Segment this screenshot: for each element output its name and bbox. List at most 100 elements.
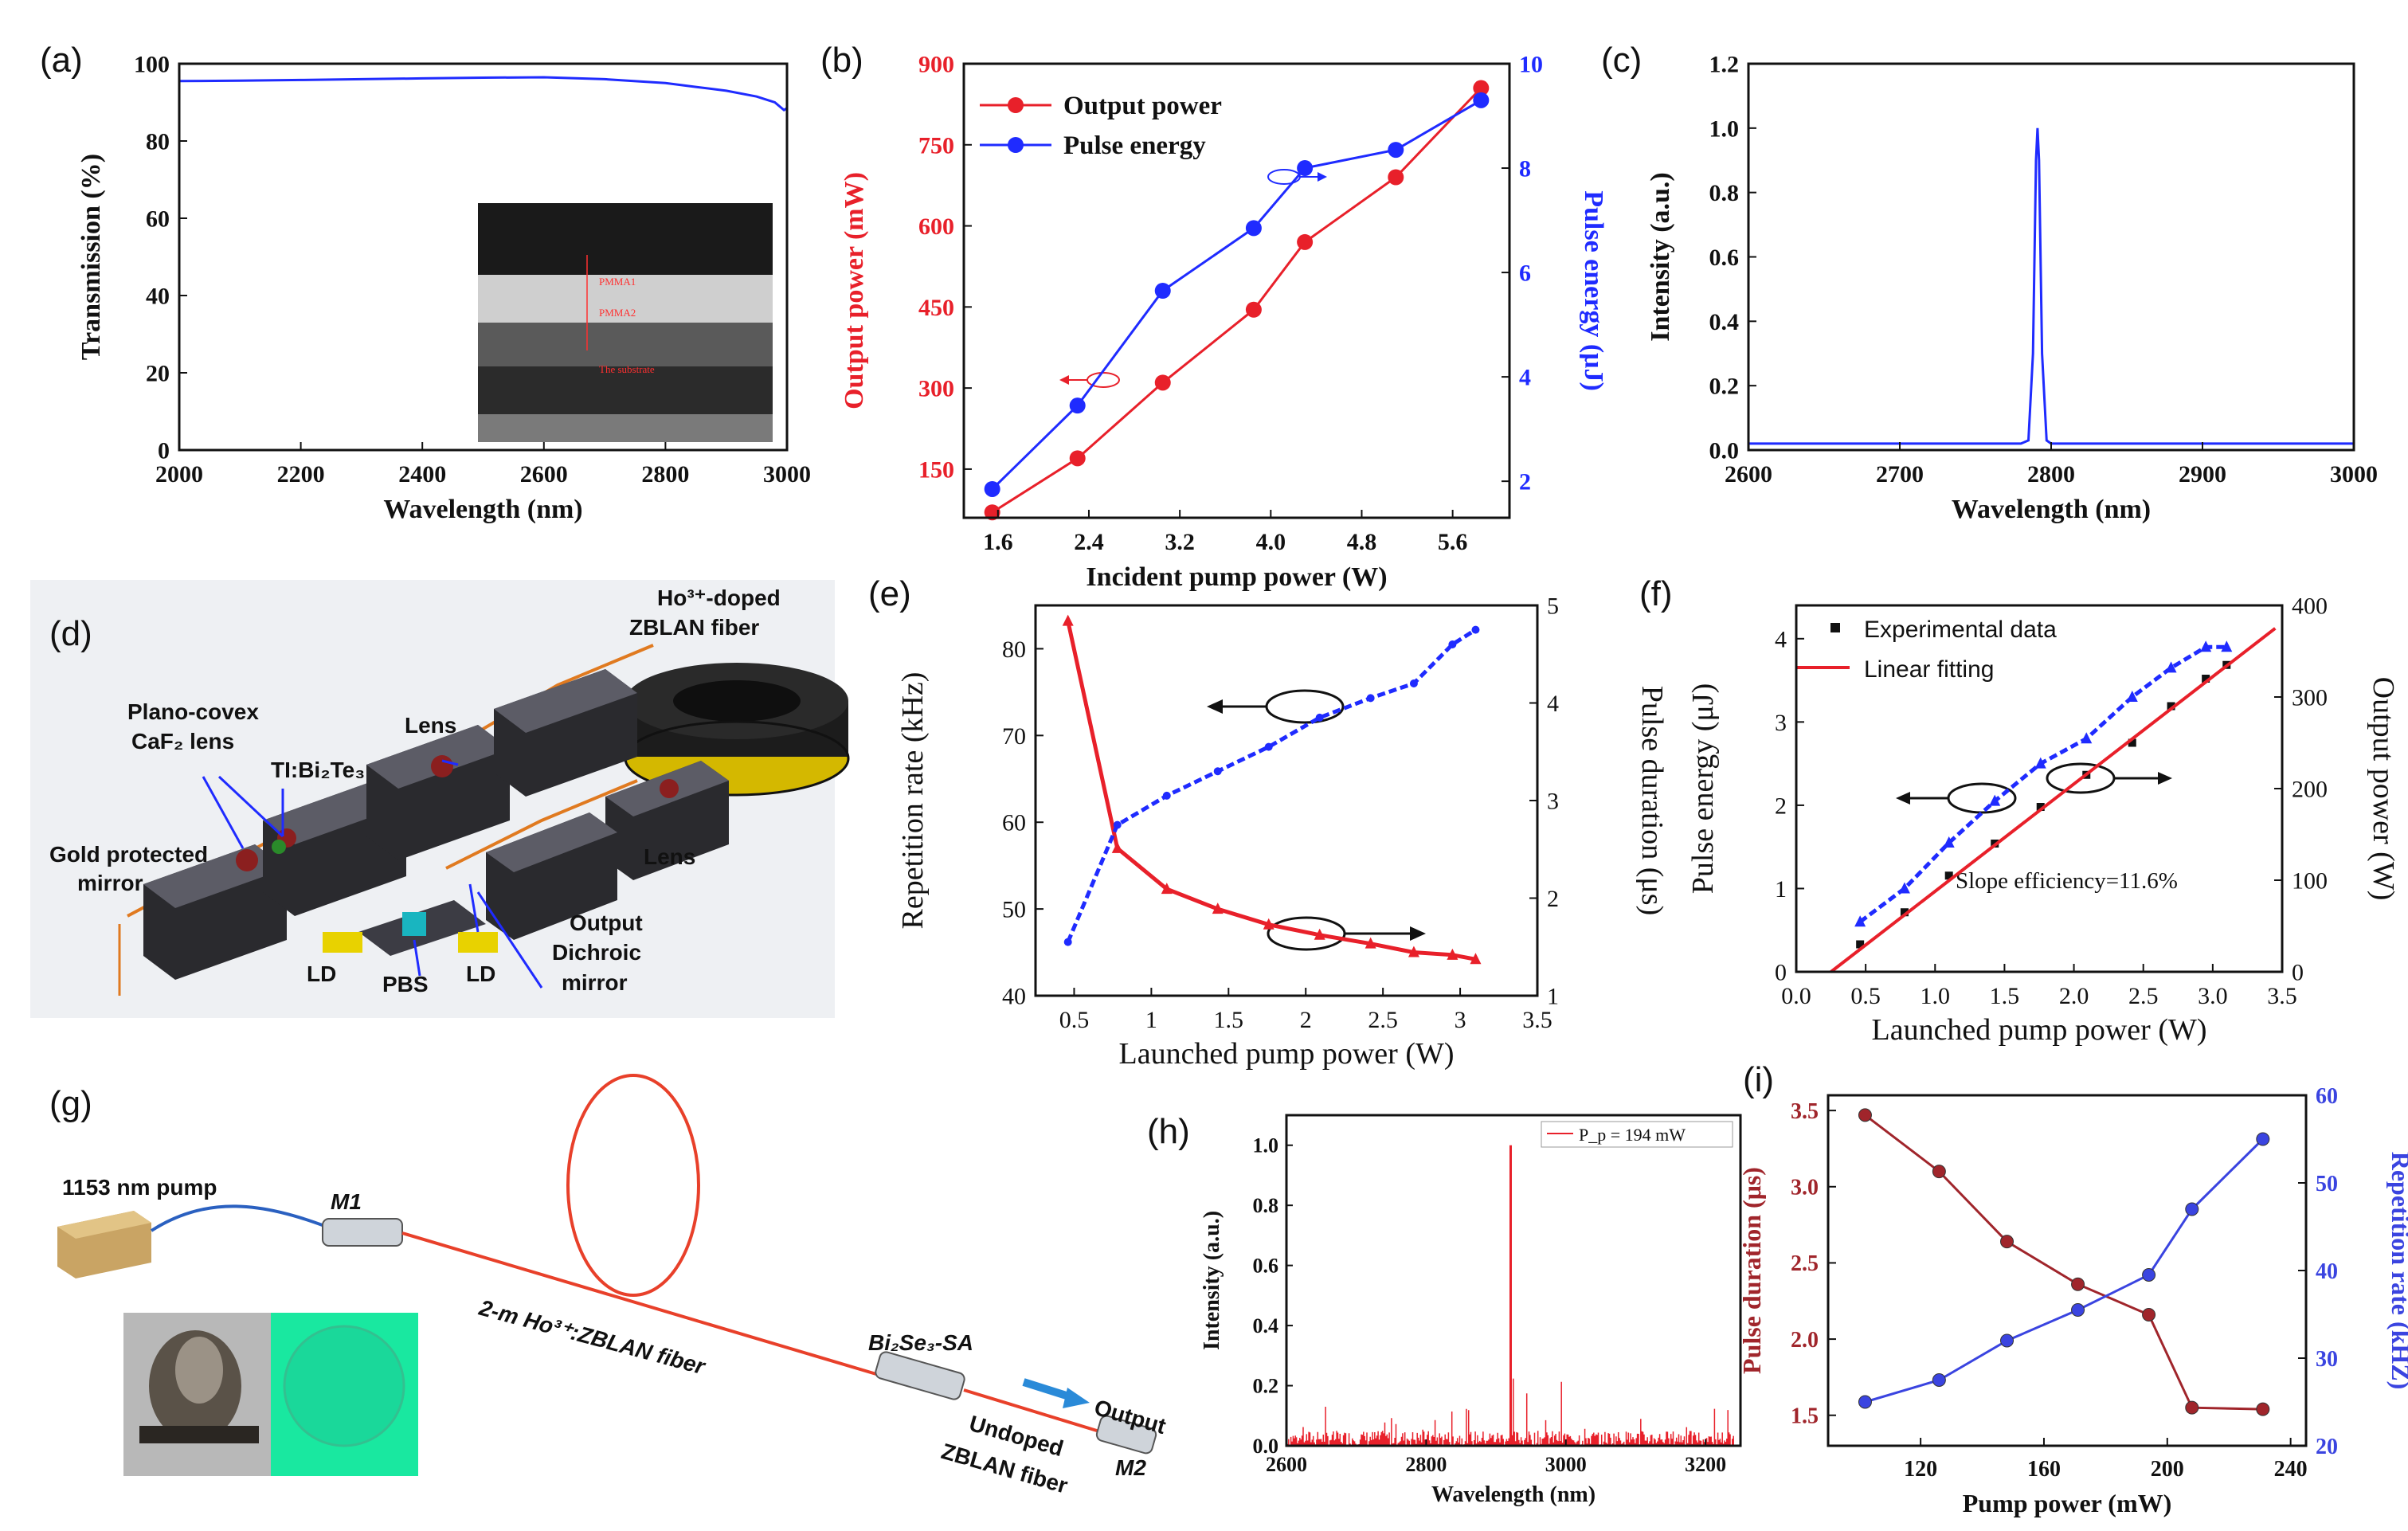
- legend-f: Experimental data Linear fitting: [1796, 617, 2057, 683]
- bi2se3-sa-connector: [875, 1351, 965, 1400]
- panel-g-setup-diagram: (g) 1153 nm pump M1 2-m Ho³⁺:ZBLAN fiber…: [49, 1074, 1169, 1498]
- label-caf2-lens: CaF₂ lens: [131, 729, 234, 754]
- x-tick-label: 2700: [1876, 461, 1924, 487]
- x-tick-label: 1: [1145, 1007, 1157, 1033]
- y-tick-label: 50: [1002, 897, 1026, 923]
- beam-path-lower: [445, 779, 638, 870]
- y-right-tick-label: 60: [2316, 1084, 2338, 1109]
- annotation-arrows-f: [1896, 762, 2172, 814]
- y-tick-label: 60: [1002, 810, 1026, 836]
- label-gold-mirror: mirror: [77, 871, 143, 895]
- data-point: [1154, 374, 1171, 391]
- label-m1: M1: [331, 1189, 362, 1214]
- y-tick-label: 900: [918, 52, 954, 78]
- data-point: [1213, 767, 1222, 776]
- x-tick-label: 5.6: [1438, 529, 1468, 555]
- data-point: [1854, 915, 1866, 927]
- y-right-tick-label: 4: [1547, 691, 1559, 717]
- data-point: [1245, 220, 1262, 237]
- data-point: [1408, 946, 1419, 957]
- y-tick-label: 150: [918, 456, 954, 483]
- y-right-tick-label: 40: [2316, 1259, 2338, 1284]
- x-tick-label: 4.8: [1347, 529, 1377, 555]
- label-ti-bi2te3: TI:Bi₂Te₃: [271, 758, 365, 782]
- legend-marker-pulse-energy: [1008, 137, 1024, 153]
- y-axis-title: Intensity (a.u.): [1646, 172, 1675, 342]
- photo-sa-sample: [271, 1313, 418, 1476]
- y-right-axis-title: Output power (W): [2367, 677, 2400, 901]
- inset-label-pmma2: PMMA2: [599, 307, 636, 319]
- data-point: [1297, 160, 1314, 177]
- x-axis-title: Wavelength (nm): [1431, 1482, 1596, 1507]
- y-tick-label: 0.4: [1709, 309, 1740, 335]
- x-tick-label: 120: [1904, 1457, 1937, 1482]
- chart-c: 2600 2700 2800 2900 3000 0.0 0.2 0.4 0.6 0.8 1.0 1.…: [1646, 52, 2378, 525]
- y-right-tick-label: 100: [2292, 868, 2328, 895]
- series-line-0: [1864, 1114, 2263, 1411]
- data-point: [2071, 1277, 2085, 1291]
- data-point: [1932, 1165, 1946, 1179]
- data-point: [1858, 1395, 1872, 1409]
- x-tick-label: 2600: [520, 461, 568, 487]
- label-gold-protected: Gold protected: [49, 842, 208, 867]
- x-tick-label: 2400: [398, 461, 446, 487]
- x-tick-label: 2200: [277, 461, 325, 487]
- y-tick-label: 0.8: [1253, 1194, 1279, 1217]
- x-tick-label: 3.0: [2198, 983, 2228, 1009]
- panel-label-c: (c): [1601, 41, 1642, 80]
- y-tick-label: 1: [1775, 876, 1787, 903]
- label-m2: M2: [1115, 1455, 1146, 1480]
- y-tick-label: 1.0: [1253, 1134, 1279, 1157]
- optical-mounts: [143, 669, 729, 980]
- annotation-arrows-e: [1207, 689, 1426, 951]
- data-point: [1245, 301, 1262, 318]
- slope-efficiency-annotation: Slope efficiency=11.6%: [1956, 868, 2178, 894]
- y-right-tick-label: 20: [2316, 1435, 2338, 1459]
- x-tick-label: 0.5: [1850, 983, 1881, 1009]
- x-tick-label: 240: [2274, 1457, 2308, 1482]
- panel-c-chart: (c): [1601, 41, 1642, 80]
- sem-inset-image: PMMA1 PMMA2 The substrate: [478, 203, 773, 442]
- data-point: [1388, 169, 1404, 186]
- data-point: [2000, 1235, 2014, 1249]
- legend-label-pp: P_p = 194 mW: [1579, 1125, 1686, 1145]
- data-point: [2167, 702, 2175, 711]
- data-point: [1366, 694, 1375, 703]
- data-point: [1473, 80, 1490, 96]
- y-tick-label: 3.0: [1791, 1176, 1819, 1200]
- y-right-tick-label: 300: [2292, 685, 2328, 711]
- data-point: [1473, 92, 1490, 108]
- y-right-tick-label: 30: [2316, 1347, 2338, 1372]
- plot-frame: [962, 62, 1511, 519]
- x-tick-label: 200: [2151, 1457, 2184, 1482]
- x-tick-label: 2.4: [1074, 529, 1104, 555]
- y-right-axis-title: Repetition rate (kHZ): [2386, 1152, 2408, 1390]
- output-arrow: [1022, 1378, 1073, 1401]
- data-point: [2036, 803, 2045, 811]
- y-tick-label: 40: [1002, 984, 1026, 1010]
- x-axis-title: Incident pump power (W): [1086, 562, 1387, 592]
- x-tick-label: 1.5: [1990, 983, 2020, 1009]
- x-tick-label: 3000: [763, 461, 811, 487]
- series-line-0: [1066, 621, 1476, 961]
- label-1153nm-pump: 1153 nm pump: [62, 1175, 217, 1200]
- x-tick-label: 3000: [1545, 1453, 1587, 1476]
- y-tick-label: 3: [1775, 710, 1787, 736]
- plot-frame: [1034, 604, 1539, 997]
- y-tick-label: 3.5: [1791, 1099, 1819, 1124]
- x-tick-label: 3: [1455, 1007, 1466, 1033]
- x-tick-label: 4.0: [1256, 529, 1286, 555]
- m1-connector: [322, 1218, 403, 1247]
- x-axis-title: Wavelength (nm): [383, 495, 582, 524]
- y-right-tick-label: 10: [1519, 52, 1543, 78]
- y-axis-title: Pulse duration (μs): [1737, 1167, 1766, 1374]
- data-point: [984, 504, 1000, 521]
- photo-connector: [123, 1313, 271, 1476]
- label-zblan-fiber: ZBLAN fiber: [629, 615, 759, 640]
- charts-layer: 2000 2200 2400 2600 2800 3000020406080100Wave…: [76, 52, 2408, 1518]
- panel-i-chart: (i): [1743, 1060, 1774, 1099]
- y-tick-label: 4: [1775, 626, 1787, 652]
- diagram-d-pointers: [202, 759, 543, 989]
- y-tick-label: 0.0: [1709, 438, 1740, 464]
- data-point: [2000, 1333, 2014, 1348]
